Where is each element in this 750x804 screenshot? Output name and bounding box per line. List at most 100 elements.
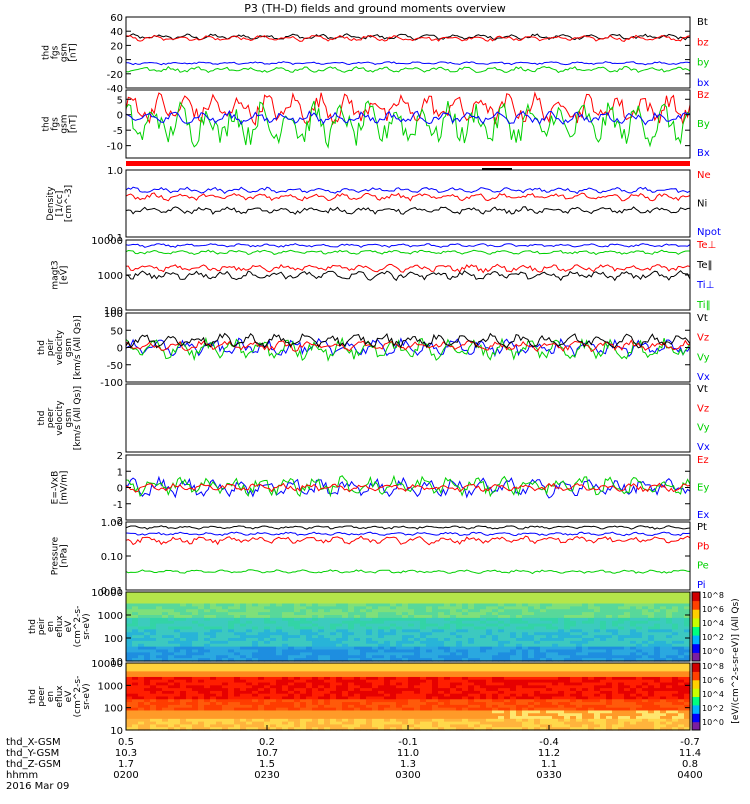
heat-cell <box>144 676 151 681</box>
heat-cell <box>192 688 199 692</box>
heat-cell <box>528 632 535 636</box>
heat-cell <box>534 638 541 642</box>
heat-cell <box>420 609 427 613</box>
heat-cell <box>264 710 271 714</box>
heat-cell <box>264 682 271 686</box>
heat-cell <box>300 600 307 605</box>
heat-cell <box>186 674 193 678</box>
heat-cell <box>408 658 415 662</box>
heat-cell <box>342 721 349 726</box>
heat-cell <box>210 617 217 622</box>
heat-cell <box>540 716 547 720</box>
heat-cell <box>642 685 649 689</box>
heat-cell <box>174 655 181 659</box>
heat-cell <box>438 643 445 648</box>
heat-cell <box>162 665 169 670</box>
heat-cell <box>324 640 331 645</box>
heat-cell <box>540 724 547 728</box>
heat-cell <box>570 690 577 695</box>
heat-cell <box>318 615 325 619</box>
heat-cell <box>204 649 211 653</box>
heat-cell <box>306 704 313 709</box>
heat-cell <box>546 649 553 653</box>
heat-cell <box>636 688 643 692</box>
heat-cell <box>444 640 451 645</box>
heat-cell <box>306 724 313 728</box>
heat-cell <box>594 629 601 633</box>
heat-cell <box>192 643 199 648</box>
heat-cell <box>426 592 433 596</box>
heat-cell <box>456 640 463 645</box>
heat-cell <box>300 626 307 630</box>
heat-cell <box>192 682 199 686</box>
heat-cell <box>456 679 463 684</box>
heat-cell <box>558 638 565 642</box>
heat-cell <box>390 685 397 689</box>
heat-cell <box>300 707 307 712</box>
heat-cell <box>240 603 247 607</box>
heat-cell <box>648 603 655 607</box>
heat-cell <box>180 688 187 692</box>
heat-cell <box>300 676 307 681</box>
heat-cell <box>612 597 619 602</box>
heat-cell <box>288 640 295 645</box>
heat-cell <box>408 626 415 630</box>
heat-cell <box>630 721 637 726</box>
heat-cell <box>126 603 133 607</box>
heat-cell <box>576 690 583 695</box>
heat-cell <box>252 702 259 706</box>
heat-cell <box>288 635 295 639</box>
heat-cell <box>444 606 451 610</box>
heat-cell <box>606 615 613 619</box>
heat-cell <box>408 707 415 712</box>
heat-cell <box>612 696 619 700</box>
heat-cell <box>594 649 601 653</box>
heat-cell <box>396 679 403 684</box>
colorbar-ions-segment <box>692 635 700 645</box>
heat-cell <box>600 704 607 709</box>
heat-cell <box>666 674 673 678</box>
heat-cell <box>252 671 259 675</box>
heat-cell <box>450 716 457 720</box>
heat-cell <box>444 663 451 667</box>
heat-cell <box>444 646 451 651</box>
heat-cell <box>258 643 265 648</box>
heat-cell <box>360 699 367 703</box>
heat-cell <box>636 626 643 630</box>
heat-cell <box>582 603 589 607</box>
heat-cell <box>432 612 439 616</box>
heat-cell <box>324 690 331 695</box>
heat-cell <box>558 679 565 684</box>
heat-cell <box>600 658 607 662</box>
heat-cell <box>420 600 427 605</box>
heat-cell <box>312 699 319 703</box>
heat-cell <box>306 615 313 619</box>
heat-cell <box>384 704 391 709</box>
heat-cell <box>192 696 199 700</box>
heat-cell <box>630 658 637 662</box>
heat-cell <box>312 655 319 659</box>
heat-cell <box>468 663 475 667</box>
heat-cell <box>330 679 337 684</box>
heat-cell <box>534 612 541 616</box>
heat-cell <box>588 674 595 678</box>
heat-cell <box>360 668 367 672</box>
heat-cell <box>558 685 565 689</box>
heat-cell <box>486 724 493 728</box>
heat-cell <box>672 617 679 622</box>
heat-cell <box>612 623 619 628</box>
heat-cell <box>144 671 151 675</box>
heat-cell <box>156 718 163 723</box>
heat-cell <box>510 707 517 712</box>
heat-cell <box>126 674 133 678</box>
heat-cell <box>678 696 685 700</box>
heat-cell <box>360 721 367 726</box>
heat-cell <box>600 626 607 630</box>
heat-cell <box>270 635 277 639</box>
heat-cell <box>372 693 379 698</box>
heat-cell <box>312 603 319 607</box>
y-axis-label: magt3 <box>51 260 61 289</box>
heat-cell <box>498 721 505 726</box>
heat-cell <box>342 603 349 607</box>
colorbar-tick-label: 10^8 <box>702 591 724 600</box>
